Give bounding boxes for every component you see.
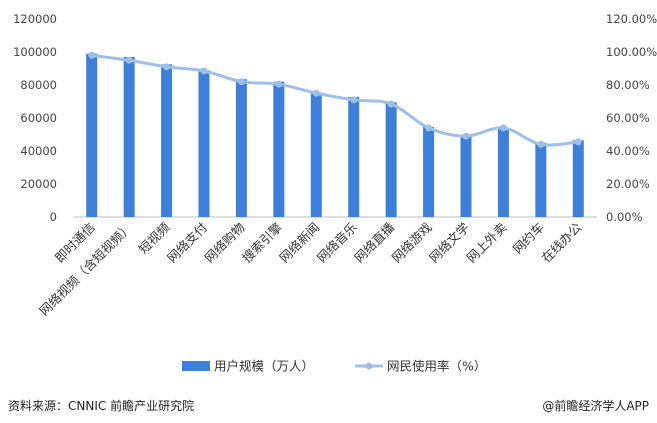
bar (235, 79, 247, 217)
category-label: 网络支付 (164, 220, 210, 266)
category-label: 网络音乐 (314, 220, 360, 266)
line-point (312, 89, 320, 97)
left-tick-label: 80000 (20, 78, 57, 92)
bar-series (86, 53, 584, 218)
legend: 用户规模（万人） 网民使用率（%） (182, 359, 486, 374)
category-label: 网络新闻 (276, 220, 322, 266)
bar (123, 56, 135, 218)
line-point (88, 51, 96, 59)
footer: 资料来源：CNNIC 前瞻产业研究院 @前瞻经济学人APP (8, 397, 649, 417)
category-label: 网络文学 (426, 220, 472, 266)
bar (460, 135, 472, 217)
line-point (537, 140, 545, 148)
legend-label-bar: 用户规模（万人） (214, 359, 314, 374)
left-tick-label: 100000 (13, 45, 57, 59)
right-tick-label: 120.00% (606, 12, 657, 26)
line-point (200, 67, 208, 75)
left-axis: 0 20000 40000 60000 80000 100000 120000 (13, 12, 57, 224)
right-tick-label: 20.00% (606, 177, 650, 191)
line-point (275, 80, 283, 88)
left-tick-label: 40000 (20, 144, 57, 158)
bar (310, 92, 322, 217)
right-tick-label: 0.00% (606, 210, 643, 224)
left-tick-label: 0 (50, 210, 57, 224)
line-point (574, 138, 582, 146)
line-point (425, 124, 433, 132)
line-point (237, 78, 245, 86)
line-series (88, 51, 582, 148)
line-point (499, 124, 507, 132)
line-point (163, 63, 171, 71)
left-tick-label: 120000 (13, 12, 57, 26)
bar (198, 70, 210, 218)
right-tick-label: 100.00% (606, 45, 657, 59)
category-label: 网络购物 (202, 220, 248, 266)
legend-label-line: 网民使用率（%） (387, 359, 486, 374)
line-point (387, 100, 395, 108)
right-tick-label: 80.00% (606, 78, 650, 92)
bar (348, 97, 360, 217)
left-tick-label: 60000 (20, 111, 57, 125)
line-point (462, 132, 470, 140)
source-note: 资料来源：CNNIC 前瞻产业研究院 (8, 399, 195, 413)
left-tick-label: 20000 (20, 177, 57, 191)
category-label: 搜索引擎 (239, 220, 285, 266)
bar (423, 127, 435, 217)
chart: 0 20000 40000 60000 80000 100000 120000 0.00% 2… (13, 12, 657, 374)
bar (497, 127, 509, 217)
legend-swatch-marker (365, 362, 373, 370)
bar (535, 142, 547, 217)
right-tick-label: 60.00% (606, 111, 650, 125)
right-axis: 0.00% 20.00% 40.00% 60.00% 80.00% 100.00% 120.… (606, 12, 657, 224)
bar (161, 64, 173, 217)
category-label: 网上外卖 (464, 220, 510, 266)
line-point (125, 56, 133, 64)
app-credit: @前瞻经济学人APP (542, 399, 649, 413)
category-label: 网络直播 (351, 219, 397, 265)
right-tick-label: 40.00% (606, 144, 650, 158)
bar (572, 140, 584, 217)
category-label: 在线办公 (538, 219, 584, 265)
bar (385, 102, 397, 217)
bar (273, 81, 285, 217)
line-point (350, 96, 358, 104)
category-label: 网络游戏 (389, 220, 435, 266)
legend-swatch-bar (182, 361, 210, 371)
bar (86, 53, 98, 218)
